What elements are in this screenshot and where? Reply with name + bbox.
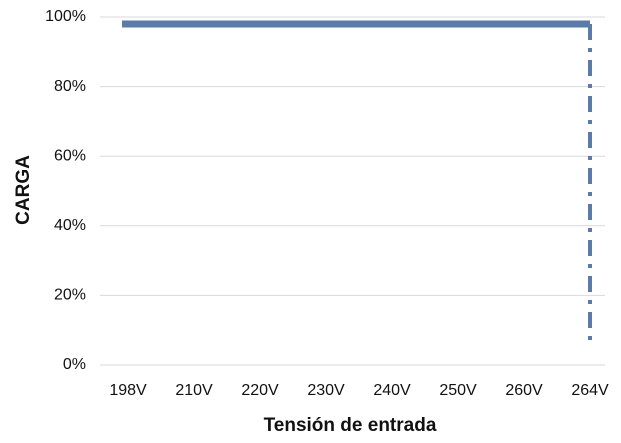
y-tick-label: 80%: [54, 78, 86, 95]
x-tick-label: 198V: [109, 382, 147, 399]
y-tick-label: 100%: [45, 8, 86, 25]
y-tick-label: 60%: [54, 147, 86, 164]
x-tick-label: 240V: [373, 382, 411, 399]
y-tick-label: 20%: [54, 287, 86, 304]
x-axis-title: Tensión de entrada: [264, 415, 437, 436]
y-tick-label: 0%: [63, 356, 86, 373]
y-axis-title: CARGA: [13, 155, 34, 225]
x-tick-label: 264V: [571, 382, 609, 399]
x-tick-label: 230V: [307, 382, 345, 399]
x-tick-label: 250V: [439, 382, 477, 399]
x-tick-label: 220V: [241, 382, 279, 399]
y-tick-label: 40%: [54, 217, 86, 234]
x-tick-label: 260V: [505, 382, 543, 399]
x-tick-label: 210V: [175, 382, 213, 399]
